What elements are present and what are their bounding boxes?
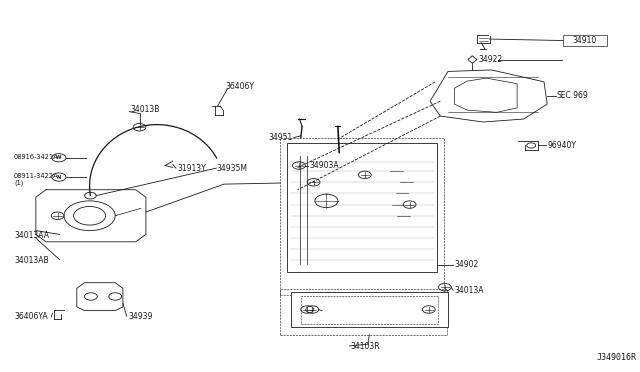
Text: 34103R: 34103R (351, 342, 380, 351)
Text: SEC.969: SEC.969 (557, 92, 589, 100)
Bar (280, 289, 447, 335)
Text: 34951: 34951 (269, 133, 293, 142)
Text: 34013A: 34013A (454, 286, 484, 295)
Text: 31913Y: 31913Y (177, 164, 206, 173)
Text: 36406YA: 36406YA (14, 312, 48, 321)
Text: 34013A: 34013A (323, 306, 353, 315)
Text: J349016R: J349016R (596, 353, 637, 362)
Text: 34013AB: 34013AB (14, 256, 49, 265)
Text: 34910: 34910 (573, 36, 597, 45)
Text: (1): (1) (14, 180, 24, 186)
Bar (291, 292, 448, 327)
Bar (280, 138, 444, 295)
Text: 08911-3422A: 08911-3422A (14, 173, 59, 179)
Bar (292, 147, 433, 269)
Text: N: N (57, 174, 61, 180)
Text: 34922: 34922 (479, 55, 503, 64)
Text: 36406Y: 36406Y (225, 82, 254, 91)
Text: 08916-3421A: 08916-3421A (14, 154, 59, 160)
Text: W: W (56, 155, 61, 160)
Text: 34013B: 34013B (131, 105, 160, 114)
Text: 34939: 34939 (128, 312, 152, 321)
Text: 34903A: 34903A (310, 161, 339, 170)
Text: 34013AA: 34013AA (14, 231, 49, 240)
Bar (563, 35, 607, 46)
Bar (301, 296, 438, 324)
Bar (287, 143, 437, 272)
Text: 96940Y: 96940Y (547, 141, 576, 150)
Text: 34902: 34902 (454, 260, 479, 269)
Text: 34935M: 34935M (216, 164, 247, 173)
